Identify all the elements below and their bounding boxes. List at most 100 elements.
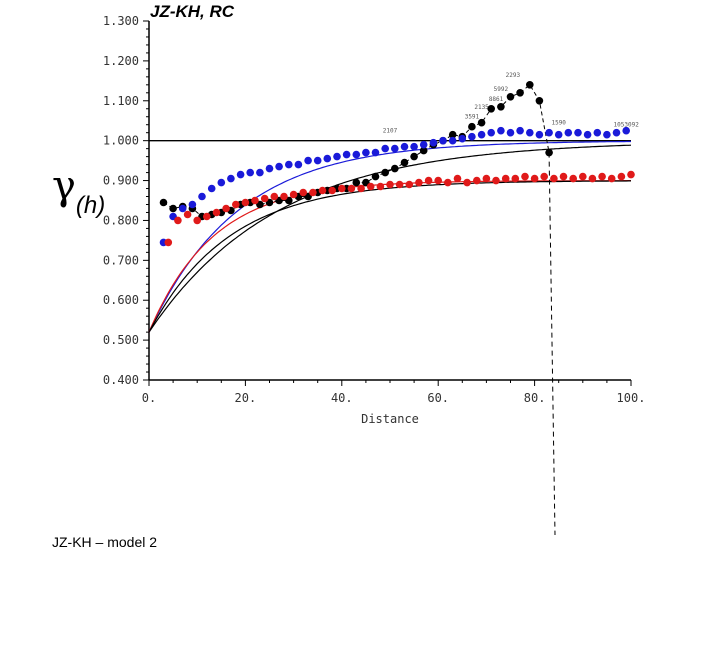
data-point-series-0 (535, 97, 544, 105)
data-point-series-2 (473, 176, 481, 185)
model-curve (148, 144, 632, 333)
data-point-series-2 (492, 176, 500, 185)
y-tick-label: 1.100 (103, 94, 139, 108)
model-curve (148, 180, 631, 333)
data-point-series-2 (270, 192, 279, 201)
figure-caption: JZ-KH – model 2 (52, 534, 158, 550)
data-point-series-1 (304, 156, 312, 165)
data-point-series-2 (511, 174, 520, 183)
data-point-series-1 (574, 128, 582, 137)
data-point-series-1 (323, 154, 332, 163)
data-point-series-1 (516, 126, 524, 135)
data-point-series-2 (338, 184, 346, 193)
data-point-series-0 (526, 81, 534, 89)
data-point-series-2 (395, 180, 404, 189)
data-point-series-2 (232, 200, 240, 209)
data-point-series-2 (357, 184, 365, 193)
pair-count-label: 5992 (494, 86, 509, 93)
pair-count-label: 1053092 (614, 122, 640, 129)
x-tick-label: 100. (617, 391, 646, 405)
data-point-series-1 (256, 168, 264, 177)
data-point-series-1 (207, 184, 216, 193)
data-point-series-0 (448, 130, 457, 139)
data-point-series-2 (463, 178, 471, 187)
data-point-series-1 (497, 126, 505, 135)
pair-count-label: 8861 (489, 96, 504, 103)
data-point-series-2 (347, 184, 356, 193)
data-point-series-0 (497, 103, 505, 111)
data-point-series-1 (535, 130, 544, 139)
data-point-series-2 (415, 178, 423, 187)
data-point-series-1 (400, 142, 409, 151)
data-point-series-1 (352, 150, 361, 159)
chart-title: JZ-KH, RC (150, 2, 235, 21)
data-point-series-2 (482, 174, 491, 183)
data-point-series-2 (376, 182, 385, 191)
data-point-series-2 (289, 190, 298, 199)
x-tick-label: 40. (331, 391, 353, 405)
data-point-series-1 (545, 128, 553, 137)
data-point-series-2 (617, 172, 626, 181)
data-point-series-1 (198, 192, 206, 201)
data-point-series-1 (622, 126, 630, 135)
data-point-series-1 (236, 170, 245, 179)
data-point-series-0 (506, 93, 515, 101)
data-point-series-1 (381, 144, 390, 153)
x-tick-label: 80. (524, 391, 546, 405)
data-point-series-1 (468, 132, 476, 141)
data-point-series-2 (164, 238, 173, 247)
data-point-series-1 (227, 174, 235, 183)
data-point-series-0 (487, 105, 496, 113)
y-tick-label: 0.600 (103, 293, 139, 307)
model-curve (148, 140, 631, 333)
gamma-symbol: γ (52, 163, 76, 209)
data-point-series-0 (410, 152, 418, 161)
y-tick-label: 0.900 (103, 174, 139, 188)
y-tick-label: 1.200 (103, 54, 139, 68)
y-tick-label: 0.400 (103, 373, 139, 387)
data-point-series-2 (550, 174, 558, 183)
data-point-series-1 (362, 148, 370, 157)
data-point-series-2 (607, 174, 616, 183)
data-point-series-1 (294, 160, 303, 169)
data-point-series-1 (217, 178, 226, 187)
data-point-series-2 (444, 178, 452, 187)
x-tick-label: 20. (235, 391, 257, 405)
x-tick-label: 60. (427, 391, 449, 405)
y-tick-label: 0.800 (103, 213, 139, 227)
data-point-series-1 (564, 128, 573, 137)
data-point-series-2 (193, 216, 201, 225)
data-point-series-2 (309, 188, 317, 197)
data-point-series-1 (391, 144, 399, 153)
data-point-series-0 (419, 146, 428, 155)
data-point-series-1 (583, 130, 592, 139)
data-point-series-2 (588, 174, 597, 183)
x-axis-label: Distance (361, 412, 419, 426)
pair-count-label: 2107 (383, 128, 398, 135)
data-point-series-2 (559, 172, 568, 181)
y-tick-label: 0.500 (103, 333, 139, 347)
data-point-series-2 (328, 186, 337, 195)
data-point-series-2 (434, 176, 443, 185)
data-point-series-2 (405, 180, 414, 189)
data-point-series-1 (439, 136, 447, 145)
data-point-series-1 (333, 152, 341, 161)
pair-count-label: 3591 (465, 114, 480, 121)
data-point-series-1 (487, 128, 496, 137)
data-point-series-0 (391, 164, 399, 173)
data-point-series-2 (212, 208, 221, 217)
data-point-series-0 (400, 158, 409, 167)
data-point-series-2 (569, 174, 577, 183)
data-point-series-2 (318, 186, 327, 195)
data-point-series-1 (188, 200, 197, 209)
data-point-series-0 (477, 118, 486, 127)
data-point-series-0 (159, 198, 168, 207)
data-point-series-1 (603, 130, 611, 139)
y-axis-label: γ(h) (52, 166, 105, 218)
data-point-series-1 (526, 128, 534, 137)
data-point-series-1 (275, 162, 283, 171)
data-point-series-2 (280, 192, 288, 201)
data-point-series-1 (178, 204, 187, 213)
data-point-series-1 (612, 128, 621, 137)
